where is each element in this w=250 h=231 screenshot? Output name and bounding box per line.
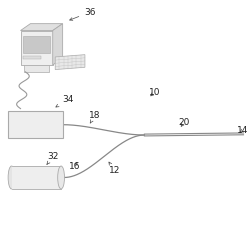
Polygon shape bbox=[55, 55, 85, 70]
Ellipse shape bbox=[8, 166, 15, 189]
Bar bbox=[24, 65, 49, 72]
Text: 10: 10 bbox=[148, 88, 160, 97]
Bar bbox=[24, 56, 41, 59]
Text: 36: 36 bbox=[70, 8, 96, 20]
Text: 16: 16 bbox=[69, 161, 81, 170]
Bar bbox=[8, 111, 63, 138]
Text: 12: 12 bbox=[109, 162, 120, 175]
Text: 34: 34 bbox=[56, 95, 73, 107]
Text: 14: 14 bbox=[236, 126, 248, 135]
Polygon shape bbox=[20, 24, 63, 30]
Polygon shape bbox=[53, 24, 63, 65]
Bar bbox=[24, 36, 50, 53]
Text: 20: 20 bbox=[178, 118, 190, 127]
Text: 18: 18 bbox=[89, 111, 101, 123]
Polygon shape bbox=[20, 30, 53, 65]
Text: 32: 32 bbox=[47, 152, 58, 164]
Bar bbox=[12, 166, 61, 189]
Ellipse shape bbox=[58, 166, 64, 189]
